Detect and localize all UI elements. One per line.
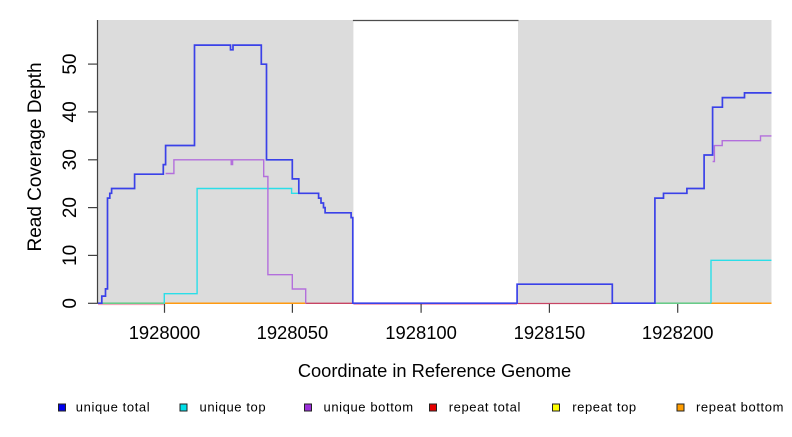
svg-text:40: 40 [60,101,81,122]
svg-text:Read Coverage Depth: Read Coverage Depth [25,62,46,251]
svg-text:repeat total: repeat total [449,399,521,414]
svg-text:20: 20 [60,197,81,218]
svg-text:repeat bottom: repeat bottom [696,399,784,414]
svg-text:1928200: 1928200 [642,322,714,343]
svg-text:Coordinate in Reference Genome: Coordinate in Reference Genome [298,360,571,381]
svg-text:unique bottom: unique bottom [324,399,414,414]
svg-text:0: 0 [60,298,81,309]
svg-text:50: 50 [60,54,81,75]
svg-text:1928000: 1928000 [129,322,201,343]
svg-text:30: 30 [60,149,81,170]
svg-text:10: 10 [60,245,81,266]
svg-text:1928050: 1928050 [257,322,329,343]
svg-text:unique top: unique top [200,399,267,414]
svg-text:1928100: 1928100 [385,322,457,343]
svg-text:unique total: unique total [76,399,150,414]
svg-text:1928150: 1928150 [514,322,586,343]
svg-text:repeat top: repeat top [572,399,637,414]
